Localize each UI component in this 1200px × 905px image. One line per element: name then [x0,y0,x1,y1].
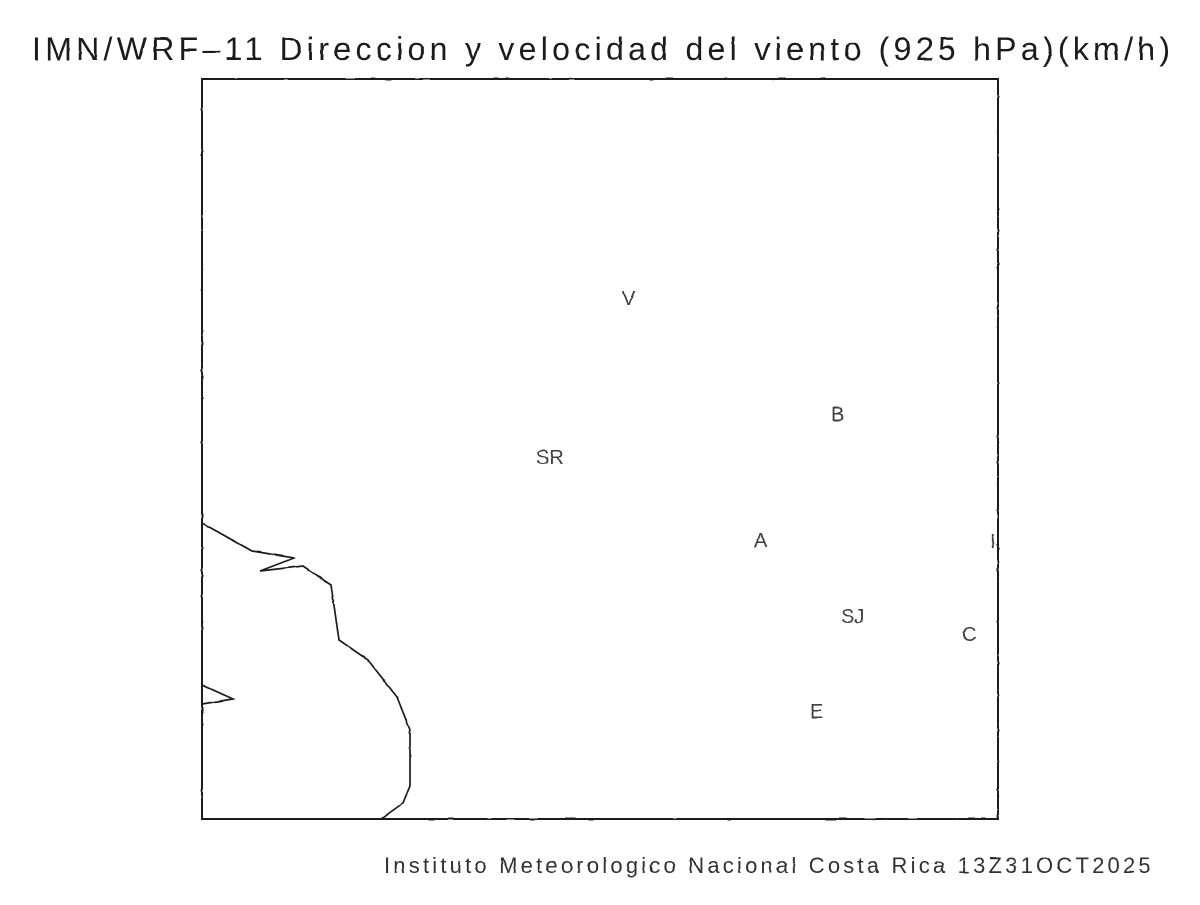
svg-text:I: I [990,531,996,553]
svg-text:IMN/WRF–11 Direccion y velocid: IMN/WRF–11 Direccion y velocidad del vie… [32,31,1174,67]
svg-text:Instituto Meteorologico Nacion: Instituto Meteorologico Nacional Costa R… [384,853,1154,878]
svg-text:V: V [622,288,636,310]
svg-text:E: E [810,701,823,723]
svg-text:SR: SR [536,447,564,469]
svg-text:C: C [962,624,976,646]
svg-text:A: A [754,530,768,552]
svg-text:SJ: SJ [841,606,864,628]
svg-text:B: B [831,404,844,426]
